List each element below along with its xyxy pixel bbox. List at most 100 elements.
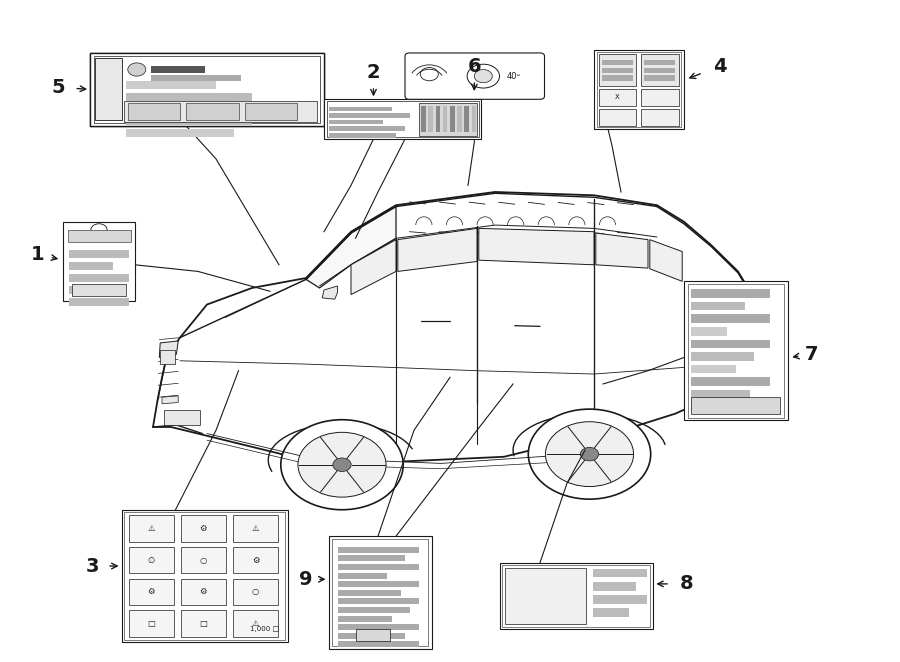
Circle shape xyxy=(281,420,403,510)
Circle shape xyxy=(545,422,634,487)
Bar xyxy=(338,624,418,630)
Bar xyxy=(641,89,679,106)
Bar xyxy=(502,565,650,627)
Circle shape xyxy=(420,68,438,81)
Bar xyxy=(124,101,317,122)
Bar xyxy=(598,109,636,126)
Polygon shape xyxy=(398,228,477,271)
Bar xyxy=(593,569,647,577)
Bar xyxy=(245,103,297,120)
Bar xyxy=(328,113,410,118)
Circle shape xyxy=(128,63,146,76)
Bar xyxy=(69,250,129,258)
Polygon shape xyxy=(322,286,338,299)
Bar xyxy=(122,510,288,642)
Bar xyxy=(338,555,405,561)
Bar xyxy=(436,106,440,132)
Polygon shape xyxy=(306,207,396,288)
Bar xyxy=(598,89,636,106)
Polygon shape xyxy=(159,341,178,357)
Bar xyxy=(328,133,396,138)
Bar xyxy=(691,352,754,361)
Bar xyxy=(327,101,479,137)
Circle shape xyxy=(580,448,598,461)
Text: 2: 2 xyxy=(366,64,381,82)
Bar xyxy=(691,377,770,386)
Bar xyxy=(90,53,324,126)
Circle shape xyxy=(467,64,500,88)
Text: □: □ xyxy=(200,619,207,628)
Polygon shape xyxy=(162,396,178,404)
Text: 40ᵘ: 40ᵘ xyxy=(507,71,520,81)
Bar xyxy=(338,581,418,587)
Circle shape xyxy=(298,432,386,497)
Bar xyxy=(338,598,418,604)
Polygon shape xyxy=(153,192,760,463)
Polygon shape xyxy=(351,240,396,295)
Bar xyxy=(428,106,433,132)
Bar xyxy=(691,289,770,298)
Bar xyxy=(644,75,675,81)
Bar xyxy=(450,106,454,132)
Text: ○: ○ xyxy=(200,555,207,565)
Bar xyxy=(598,54,636,86)
Bar xyxy=(126,81,216,89)
Bar xyxy=(644,68,675,73)
Bar xyxy=(332,539,428,646)
Bar xyxy=(164,410,200,425)
Bar xyxy=(691,340,770,348)
Bar xyxy=(129,515,174,542)
Bar xyxy=(691,365,736,373)
Bar xyxy=(69,298,129,306)
Bar xyxy=(602,68,633,73)
Bar xyxy=(691,327,727,336)
Text: ⚙: ⚙ xyxy=(200,587,207,596)
Bar xyxy=(328,126,405,131)
Bar xyxy=(338,607,410,613)
Bar xyxy=(328,107,392,111)
Text: 5: 5 xyxy=(51,78,66,97)
Text: 7: 7 xyxy=(806,345,819,363)
Bar xyxy=(597,52,681,127)
Bar xyxy=(754,334,760,354)
Text: 6: 6 xyxy=(467,57,482,75)
Bar xyxy=(233,610,278,637)
Bar xyxy=(641,109,679,126)
Circle shape xyxy=(333,458,351,471)
Bar xyxy=(644,60,675,65)
Circle shape xyxy=(474,70,492,83)
Circle shape xyxy=(528,409,651,499)
Bar xyxy=(691,397,780,414)
Text: ⚠: ⚠ xyxy=(148,524,155,533)
Text: 9: 9 xyxy=(299,570,313,589)
Polygon shape xyxy=(479,228,594,265)
Bar xyxy=(181,547,226,573)
Text: 1: 1 xyxy=(31,246,45,264)
Bar xyxy=(126,105,198,113)
Bar xyxy=(129,610,174,637)
Bar xyxy=(688,284,784,418)
Bar xyxy=(500,563,652,629)
Bar xyxy=(328,536,432,649)
Bar xyxy=(151,66,205,73)
Bar xyxy=(129,547,174,573)
Bar xyxy=(90,53,324,126)
Bar xyxy=(338,641,418,647)
Bar xyxy=(328,120,382,124)
Bar xyxy=(63,222,135,301)
Text: ⚙: ⚙ xyxy=(200,524,207,533)
Bar xyxy=(186,103,238,120)
Bar xyxy=(338,573,387,579)
Ellipse shape xyxy=(724,295,751,321)
Text: 8: 8 xyxy=(680,575,694,593)
Text: X: X xyxy=(615,94,620,101)
Bar xyxy=(418,103,477,136)
Bar xyxy=(691,390,750,399)
Bar xyxy=(691,302,745,310)
Bar xyxy=(181,515,226,542)
Polygon shape xyxy=(650,240,682,281)
Bar xyxy=(691,314,770,323)
Bar xyxy=(464,106,469,132)
Bar xyxy=(233,579,278,605)
Bar xyxy=(472,106,476,132)
